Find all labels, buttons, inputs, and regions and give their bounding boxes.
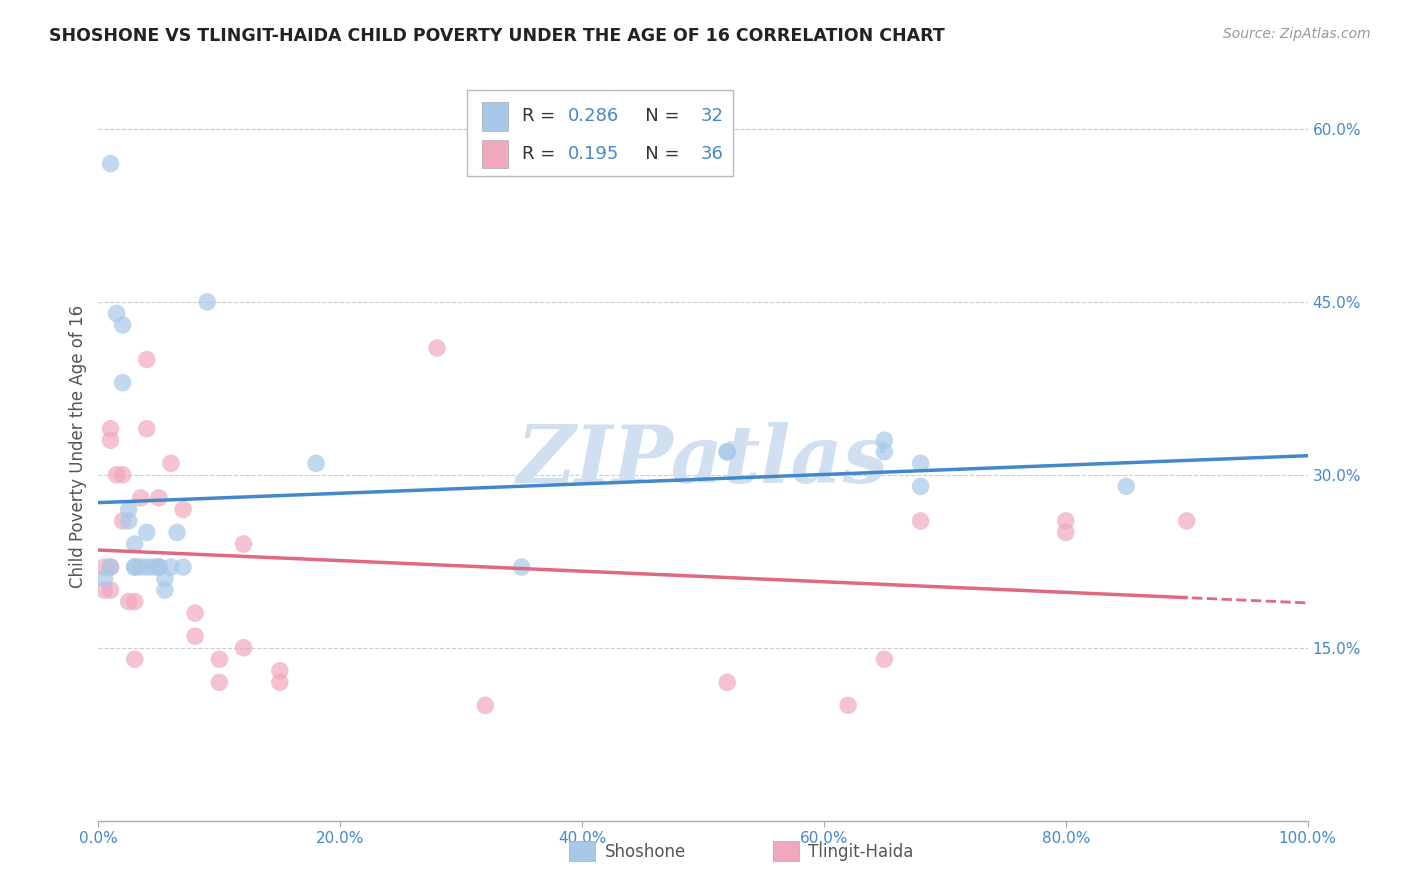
Point (305, 456, 328, 470)
Point (426, 341, 449, 355)
Point (135, 525, 157, 540)
Point (716, 444, 738, 458)
Point (910, 456, 932, 470)
Point (93, 583, 115, 598)
Point (100, 583, 122, 598)
Point (1054, 514, 1077, 528)
Point (118, 594, 141, 608)
Text: 32: 32 (700, 107, 724, 125)
Point (124, 594, 146, 608)
Point (837, 698, 859, 713)
Point (172, 560, 194, 574)
Point (232, 537, 254, 551)
Text: N =: N = (628, 107, 685, 125)
Point (172, 502, 194, 516)
Text: N =: N = (628, 145, 685, 162)
Text: Shoshone: Shoshone (605, 843, 686, 861)
Point (111, 376, 134, 390)
Y-axis label: Child Poverty Under the Age of 16: Child Poverty Under the Age of 16 (69, 304, 87, 588)
Point (716, 444, 738, 458)
Point (195, 294, 218, 309)
Point (269, 664, 291, 678)
Point (208, 652, 231, 666)
Point (118, 502, 141, 516)
Text: Tlingit-Haida: Tlingit-Haida (808, 843, 914, 861)
Point (510, 560, 533, 574)
Point (135, 352, 157, 367)
Text: 36: 36 (700, 145, 724, 162)
Point (124, 560, 146, 574)
Point (160, 560, 183, 574)
Point (105, 306, 128, 320)
Point (93, 572, 115, 586)
Point (873, 444, 896, 458)
Point (148, 560, 170, 574)
Point (111, 467, 134, 482)
Point (118, 514, 141, 528)
Point (208, 675, 231, 690)
Point (124, 652, 146, 666)
Point (160, 456, 183, 470)
Point (910, 479, 932, 493)
Bar (482, 102, 509, 130)
Point (100, 422, 122, 436)
Point (100, 156, 122, 170)
Point (166, 525, 188, 540)
Point (111, 318, 134, 332)
Text: 0.286: 0.286 (568, 107, 619, 125)
Text: ZIPatlas: ZIPatlas (517, 422, 889, 500)
Text: R =: R = (522, 145, 561, 162)
Point (105, 467, 128, 482)
Point (153, 583, 176, 598)
Point (148, 491, 170, 505)
Point (910, 514, 932, 528)
Point (184, 606, 207, 620)
Point (148, 560, 170, 574)
Text: Source: ZipAtlas.com: Source: ZipAtlas.com (1223, 27, 1371, 41)
Point (135, 422, 157, 436)
Point (232, 640, 254, 655)
Point (873, 652, 896, 666)
Point (129, 491, 152, 505)
Text: 0.195: 0.195 (568, 145, 619, 162)
Point (100, 434, 122, 448)
Point (1175, 514, 1198, 528)
Point (269, 675, 291, 690)
Point (124, 537, 146, 551)
Point (153, 572, 176, 586)
Point (716, 675, 738, 690)
Point (1115, 479, 1137, 493)
Text: SHOSHONE VS TLINGIT-HAIDA CHILD POVERTY UNDER THE AGE OF 16 CORRELATION CHART: SHOSHONE VS TLINGIT-HAIDA CHILD POVERTY … (49, 27, 945, 45)
Point (111, 514, 134, 528)
Text: R =: R = (522, 107, 561, 125)
Point (100, 560, 122, 574)
Point (184, 629, 207, 643)
Point (100, 560, 122, 574)
Point (142, 560, 165, 574)
Point (124, 560, 146, 574)
Point (873, 434, 896, 448)
FancyBboxPatch shape (467, 90, 734, 177)
Point (93, 560, 115, 574)
Point (474, 698, 496, 713)
Point (135, 560, 157, 574)
Bar (482, 139, 509, 168)
Point (129, 560, 152, 574)
Point (1054, 525, 1077, 540)
Point (148, 560, 170, 574)
